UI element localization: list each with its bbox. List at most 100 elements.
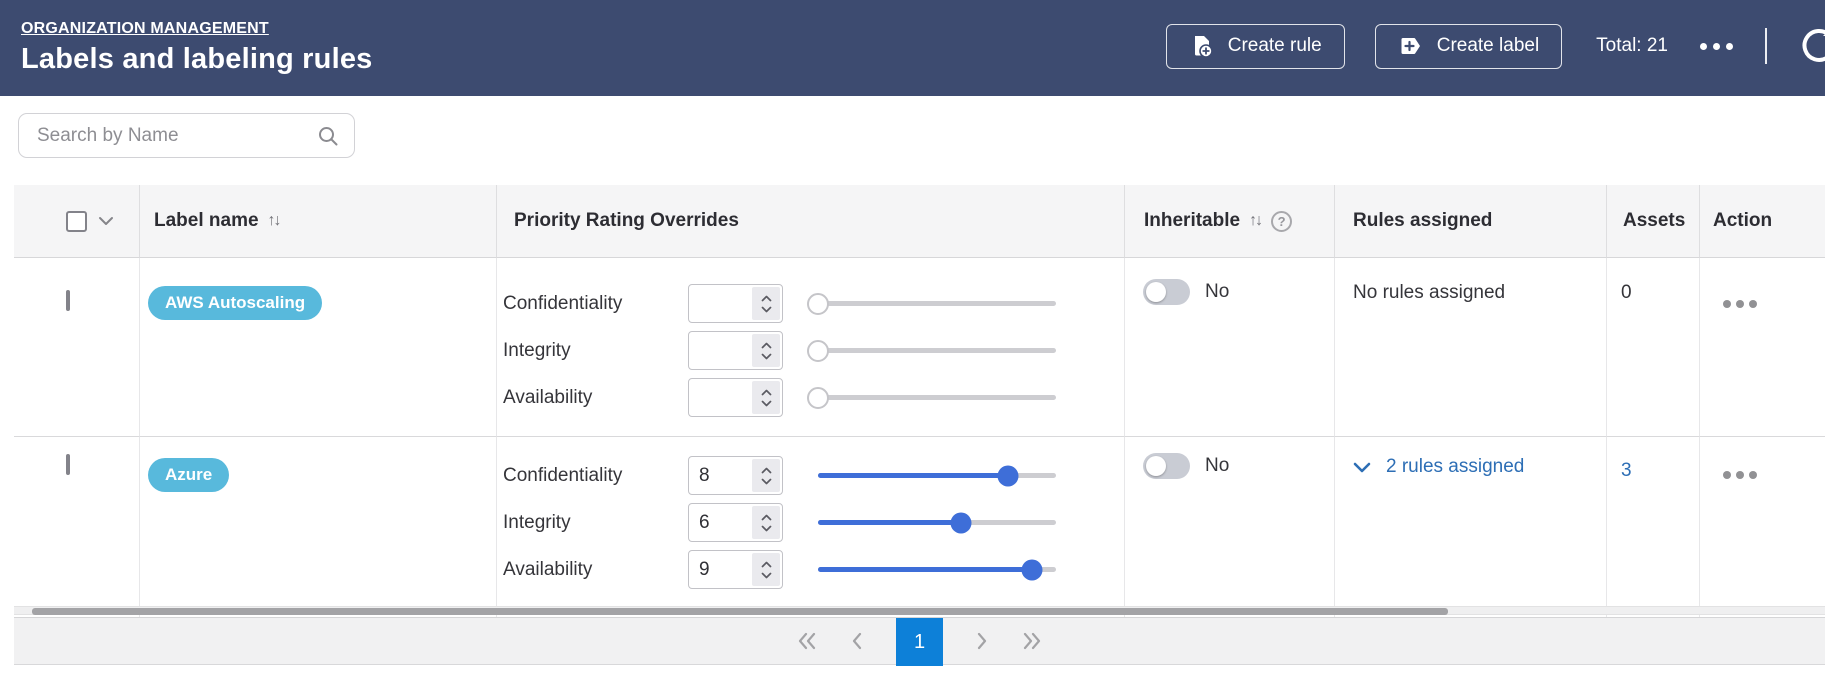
spinner-buttons[interactable] bbox=[752, 287, 780, 320]
priority-line: Confidentiality 8 bbox=[503, 452, 1124, 499]
label-badge[interactable]: AWS Autoscaling bbox=[148, 286, 323, 320]
availability-input[interactable] bbox=[688, 378, 783, 417]
inheritable-header-cell: Inheritable ↑↓ ? bbox=[1125, 185, 1335, 258]
confidentiality-slider[interactable] bbox=[818, 465, 1056, 486]
page-title: Labels and labeling rules bbox=[21, 43, 373, 75]
spinner-buttons[interactable] bbox=[752, 459, 780, 492]
integrity-input[interactable] bbox=[688, 331, 783, 370]
previous-page-icon[interactable] bbox=[846, 626, 868, 656]
priority-field-label: Integrity bbox=[503, 511, 571, 533]
sort-icon[interactable]: ↑↓ bbox=[1249, 212, 1263, 229]
select-all-checkbox[interactable] bbox=[66, 210, 87, 232]
current-page-button[interactable]: 1 bbox=[896, 618, 943, 666]
inheritable-header: Inheritable bbox=[1144, 210, 1241, 231]
availability-slider[interactable] bbox=[818, 559, 1056, 580]
priority-field-label: Confidentiality bbox=[503, 464, 623, 486]
action-cell bbox=[1700, 258, 1825, 437]
priority-line: Integrity 6 bbox=[503, 499, 1124, 546]
spinner-buttons[interactable] bbox=[752, 334, 780, 367]
search-input[interactable] bbox=[35, 123, 316, 148]
inheritable-cell: No bbox=[1125, 258, 1335, 437]
row-actions-icon[interactable] bbox=[1723, 465, 1825, 485]
inheritable-toggle[interactable] bbox=[1143, 279, 1190, 305]
spinner-buttons[interactable] bbox=[752, 506, 780, 539]
create-label-label: Create label bbox=[1436, 35, 1540, 56]
select-menu-chevron-down-icon[interactable] bbox=[98, 216, 114, 226]
priority-line: Confidentiality bbox=[503, 280, 1124, 327]
search-icon[interactable] bbox=[316, 124, 340, 148]
rules-assigned-text[interactable]: 2 rules assigned bbox=[1386, 456, 1525, 477]
label-name-cell: Azure bbox=[140, 437, 497, 617]
label-name-cell: AWS Autoscaling bbox=[140, 258, 497, 437]
help-icon[interactable]: ? bbox=[1271, 210, 1293, 232]
rules-assigned-link[interactable]: 2 rules assigned bbox=[1353, 456, 1606, 478]
priority-cell: Confidentiality 8 Integrity bbox=[497, 437, 1125, 617]
assets-count[interactable]: 3 bbox=[1621, 460, 1632, 481]
priority-field-label: Availability bbox=[503, 386, 593, 408]
slider-handle[interactable] bbox=[1021, 559, 1043, 580]
slider-handle[interactable] bbox=[807, 386, 829, 409]
action-cell bbox=[1700, 437, 1825, 617]
confidentiality-slider[interactable] bbox=[807, 292, 1056, 315]
first-page-icon[interactable] bbox=[796, 626, 818, 656]
create-rule-button[interactable]: Create rule bbox=[1165, 23, 1345, 69]
integrity-slider[interactable] bbox=[807, 339, 1056, 362]
integrity-slider[interactable] bbox=[818, 512, 1056, 533]
pagination-bar: 1 bbox=[14, 617, 1825, 666]
integrity-input[interactable]: 6 bbox=[688, 503, 783, 542]
row-checkbox[interactable] bbox=[66, 454, 70, 475]
slider-handle[interactable] bbox=[807, 292, 829, 315]
more-options-icon[interactable] bbox=[1698, 37, 1735, 56]
spinner-buttons[interactable] bbox=[752, 381, 780, 414]
inheritable-toggle[interactable] bbox=[1143, 453, 1190, 479]
action-header-cell: Action bbox=[1700, 185, 1825, 258]
sort-icon[interactable]: ↑↓ bbox=[267, 212, 282, 229]
rules-assigned-text: No rules assigned bbox=[1353, 282, 1506, 303]
top-bar: ORGANIZATION MANAGEMENT Labels and label… bbox=[0, 0, 1825, 96]
label-plus-icon bbox=[1398, 33, 1424, 59]
rules-header-cell: Rules assigned bbox=[1335, 185, 1607, 258]
last-page-icon[interactable] bbox=[1021, 626, 1043, 656]
row-actions-icon[interactable] bbox=[1723, 294, 1825, 314]
availability-input[interactable]: 9 bbox=[688, 550, 783, 589]
breadcrumb[interactable]: ORGANIZATION MANAGEMENT bbox=[21, 20, 269, 37]
priority-line: Availability 9 bbox=[503, 546, 1124, 593]
top-bar-titles: ORGANIZATION MANAGEMENT Labels and label… bbox=[21, 20, 373, 76]
priority-line: Integrity bbox=[503, 327, 1124, 374]
label-badge[interactable]: Azure bbox=[148, 458, 230, 492]
file-plus-icon bbox=[1189, 33, 1215, 59]
assets-header: Assets bbox=[1623, 210, 1686, 231]
select-all-cell bbox=[14, 185, 140, 258]
priority-field-label: Integrity bbox=[503, 339, 571, 361]
priority-line: Availability bbox=[503, 374, 1124, 421]
priority-field-label: Availability bbox=[503, 558, 593, 580]
horizontal-scrollbar[interactable] bbox=[14, 606, 1825, 615]
search-box[interactable] bbox=[18, 113, 355, 158]
inheritable-cell: No bbox=[1125, 437, 1335, 617]
labels-table: Label name ↑↓ Priority Rating Overrides … bbox=[14, 185, 1825, 617]
create-label-button[interactable]: Create label bbox=[1374, 23, 1563, 69]
top-bar-divider bbox=[1765, 28, 1767, 64]
table-header-row: Label name ↑↓ Priority Rating Overrides … bbox=[14, 185, 1825, 258]
slider-handle[interactable] bbox=[950, 512, 972, 533]
refresh-icon[interactable] bbox=[1797, 24, 1825, 68]
spinner-buttons[interactable] bbox=[752, 553, 780, 586]
action-header: Action bbox=[1713, 210, 1773, 231]
confidentiality-input[interactable]: 8 bbox=[688, 456, 783, 495]
confidentiality-input[interactable] bbox=[688, 284, 783, 323]
assets-cell: 0 bbox=[1607, 258, 1700, 437]
label-name-header-cell: Label name ↑↓ bbox=[140, 185, 497, 258]
inheritable-value: No bbox=[1205, 455, 1230, 476]
scrollbar-thumb[interactable] bbox=[32, 608, 1448, 615]
slider-handle[interactable] bbox=[997, 465, 1019, 486]
row-checkbox[interactable] bbox=[66, 290, 70, 311]
search-row bbox=[0, 96, 1825, 158]
total-count: Total: 21 bbox=[1596, 35, 1668, 56]
spinner-value: 9 bbox=[699, 558, 710, 580]
slider-handle[interactable] bbox=[807, 339, 829, 362]
assets-header-cell: Assets bbox=[1607, 185, 1700, 258]
next-page-icon[interactable] bbox=[971, 626, 993, 656]
chevron-down-icon[interactable] bbox=[1353, 462, 1371, 473]
availability-slider[interactable] bbox=[807, 386, 1056, 409]
